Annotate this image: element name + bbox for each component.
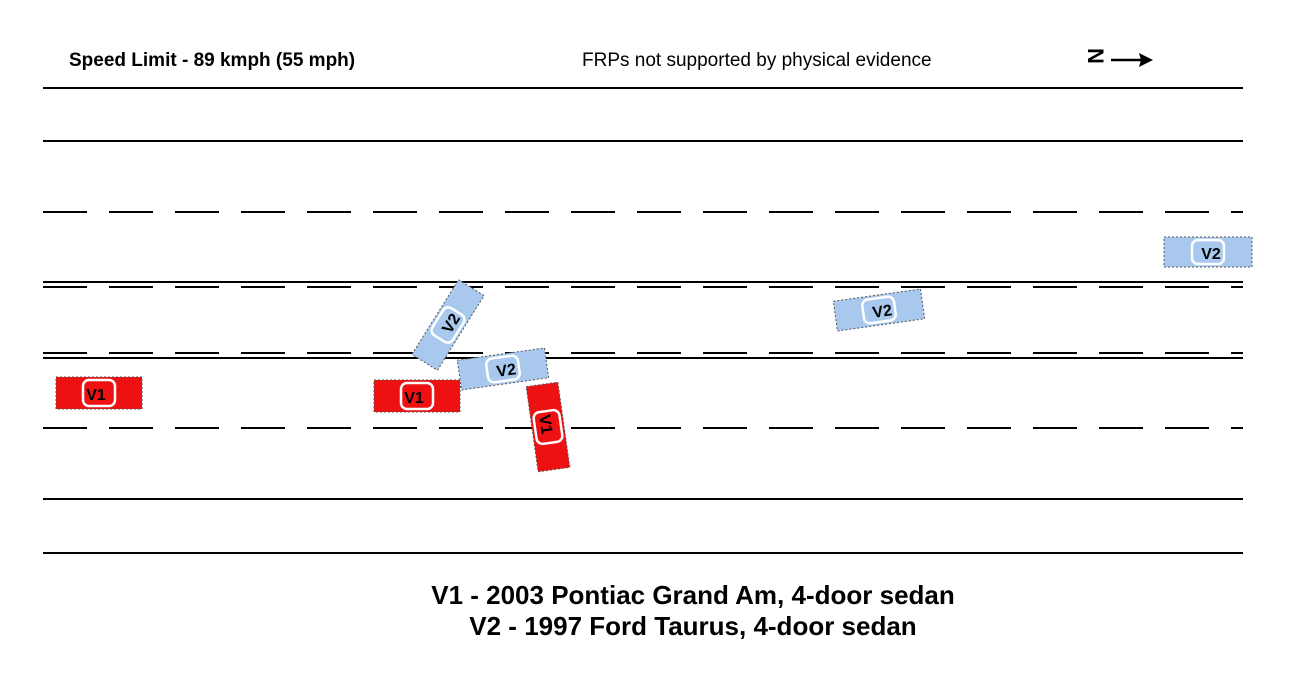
v2-label: V2 — [871, 302, 893, 322]
v2-label: V2 — [1201, 246, 1221, 263]
v2-car-right: V2 — [832, 288, 926, 332]
north-arrow-head — [1139, 53, 1153, 67]
v1-car-middle: V1 — [373, 379, 461, 413]
road — [43, 87, 1243, 554]
legend-v2: V2 - 1997 Ford Taurus, 4-door sedan — [469, 611, 917, 641]
v1-car-left: V1 — [55, 376, 143, 410]
v1-label: V1 — [535, 414, 555, 436]
speed-limit-label: Speed Limit - 89 kmph (55 mph) — [69, 50, 356, 71]
v2-car-rest: V2 — [411, 279, 485, 371]
frp-note: FRPs not supported by physical evidence — [582, 50, 932, 71]
vehicle-positions: V1 V1 V1 V2 V2 V2 V — [55, 236, 1253, 473]
north-arrow: N — [1083, 48, 1153, 67]
legend-v1: V1 - 2003 Pontiac Grand Am, 4-door sedan — [431, 580, 955, 610]
v2-label: V2 — [495, 361, 517, 381]
v2-car-far-right: V2 — [1163, 236, 1253, 268]
v1-car-rest: V1 — [525, 381, 571, 473]
v1-label: V1 — [404, 390, 424, 407]
north-letter: N — [1083, 48, 1108, 64]
v1-label: V1 — [86, 387, 106, 404]
v2-car-impact: V2 — [456, 347, 550, 391]
